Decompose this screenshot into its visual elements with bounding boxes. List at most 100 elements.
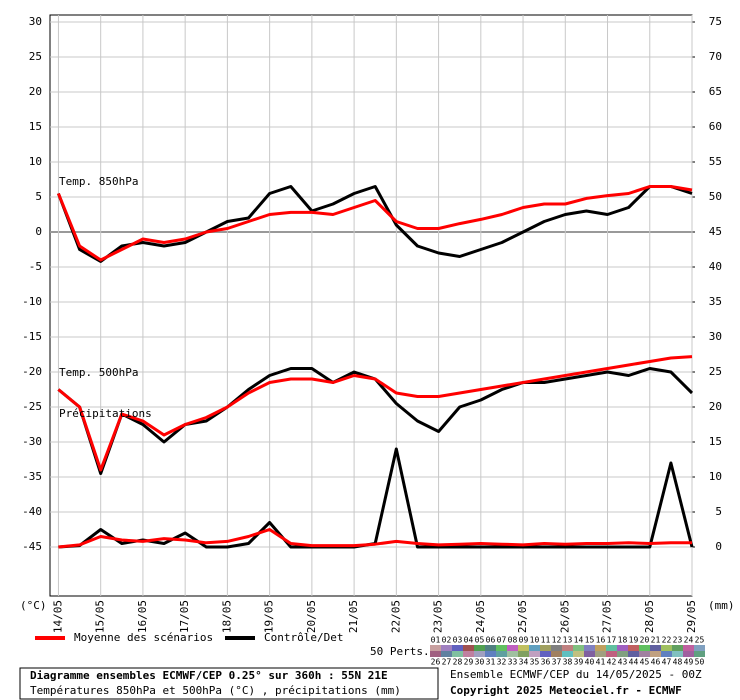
x-tick-label: 21/05 bbox=[347, 600, 360, 633]
pert-id: 24 bbox=[684, 636, 694, 645]
pert-swatch bbox=[529, 645, 540, 651]
pert-id: 14 bbox=[574, 636, 584, 645]
y-tick-label: -40 bbox=[22, 505, 42, 518]
pert-id: 40 bbox=[585, 658, 595, 667]
y-tick-label: -45 bbox=[22, 540, 42, 553]
control-line bbox=[56, 185, 693, 263]
pert-id: 34 bbox=[519, 658, 529, 667]
pert-id: 06 bbox=[486, 636, 496, 645]
x-tick-label: 28/05 bbox=[643, 600, 656, 633]
pert-swatch bbox=[639, 651, 650, 657]
pert-swatch bbox=[573, 651, 584, 657]
y-tick-label: -5 bbox=[29, 260, 42, 273]
x-tick-label: 29/05 bbox=[685, 600, 698, 633]
x-tick-label: 24/05 bbox=[474, 600, 487, 633]
pert-swatch bbox=[551, 645, 562, 651]
pert-id: 03 bbox=[453, 636, 463, 645]
footer-run: Ensemble ECMWF/CEP du 14/05/2025 - 00Z bbox=[450, 668, 702, 681]
y-tick-label: 20 bbox=[29, 85, 42, 98]
footer-subtitle: Températures 850hPa et 500hPa (°C) , pré… bbox=[30, 684, 401, 697]
pert-id: 43 bbox=[618, 658, 628, 667]
pert-id: 48 bbox=[673, 658, 683, 667]
y2-tick-label: 40 bbox=[709, 260, 722, 273]
y2-tick-label: 70 bbox=[709, 50, 722, 63]
y-tick-label: 10 bbox=[29, 155, 42, 168]
pert-swatch bbox=[595, 651, 606, 657]
footer-title: Diagramme ensembles ECMWF/CEP 0.25° sur … bbox=[30, 669, 388, 682]
x-tick-label: 15/05 bbox=[94, 600, 107, 633]
pert-swatch bbox=[485, 645, 496, 651]
y2-tick-label: 60 bbox=[709, 120, 722, 133]
pert-swatch bbox=[606, 645, 617, 651]
pert-swatch bbox=[683, 645, 694, 651]
x-tick-label: 26/05 bbox=[558, 600, 571, 633]
pert-id: 08 bbox=[508, 636, 518, 645]
legend-label: Contrôle/Det bbox=[264, 631, 343, 644]
pert-swatch bbox=[694, 651, 705, 657]
y-tick-label: 30 bbox=[29, 15, 42, 28]
pert-id: 02 bbox=[442, 636, 452, 645]
pert-swatch bbox=[661, 651, 672, 657]
pert-id: 44 bbox=[629, 658, 639, 667]
pert-swatch bbox=[485, 651, 496, 657]
pert-id: 36 bbox=[541, 658, 551, 667]
pert-swatch bbox=[452, 651, 463, 657]
pert-id: 05 bbox=[475, 636, 485, 645]
pert-id: 07 bbox=[497, 636, 507, 645]
pert-id: 19 bbox=[629, 636, 639, 645]
pert-id: 10 bbox=[530, 636, 540, 645]
pert-id: 28 bbox=[453, 658, 463, 667]
pert-id: 25 bbox=[695, 636, 705, 645]
pert-swatch bbox=[529, 651, 540, 657]
pert-swatch bbox=[430, 645, 441, 651]
pert-id: 11 bbox=[541, 636, 551, 645]
y-axis-label: (°C) bbox=[20, 599, 47, 612]
pert-swatch bbox=[474, 645, 485, 651]
pert-swatch bbox=[573, 645, 584, 651]
y-tick-label: 15 bbox=[29, 120, 42, 133]
pert-swatch bbox=[628, 651, 639, 657]
panel-label: Temp. 500hPa bbox=[59, 366, 138, 379]
pert-swatch bbox=[672, 651, 683, 657]
pert-id: 18 bbox=[618, 636, 628, 645]
pert-id: 49 bbox=[684, 658, 694, 667]
pert-swatch bbox=[617, 645, 628, 651]
pert-swatch bbox=[617, 651, 628, 657]
pert-swatch bbox=[452, 645, 463, 651]
pert-id: 01 bbox=[431, 636, 441, 645]
x-tick-label: 25/05 bbox=[516, 600, 529, 633]
pert-swatch bbox=[628, 645, 639, 651]
pert-id: 26 bbox=[431, 658, 441, 667]
pert-id: 39 bbox=[574, 658, 584, 667]
x-tick-label: 17/05 bbox=[178, 600, 191, 633]
pert-swatch bbox=[430, 651, 441, 657]
y-tick-label: 5 bbox=[35, 190, 42, 203]
perts-label: 50 Perts. bbox=[370, 645, 430, 658]
pert-id: 33 bbox=[508, 658, 518, 667]
y-tick-label: -25 bbox=[22, 400, 42, 413]
mean-line bbox=[57, 185, 693, 262]
plot-frame bbox=[49, 14, 693, 597]
pert-swatch bbox=[683, 651, 694, 657]
pert-swatch bbox=[650, 651, 661, 657]
pert-id: 50 bbox=[695, 658, 705, 667]
y-tick-label: -30 bbox=[22, 435, 42, 448]
pert-id: 42 bbox=[607, 658, 617, 667]
pert-swatch bbox=[661, 645, 672, 651]
pert-swatch bbox=[518, 651, 529, 657]
pert-id: 15 bbox=[585, 636, 595, 645]
y2-tick-label: 20 bbox=[709, 400, 722, 413]
pert-swatch bbox=[463, 645, 474, 651]
pert-swatch bbox=[606, 651, 617, 657]
footer-box bbox=[19, 667, 439, 700]
pert-id: 35 bbox=[530, 658, 540, 667]
y-tick-label: 25 bbox=[29, 50, 42, 63]
pert-swatch bbox=[540, 651, 551, 657]
y2-tick-label: 50 bbox=[709, 190, 722, 203]
mean-line bbox=[57, 355, 693, 472]
y2-tick-label: 35 bbox=[709, 295, 722, 308]
y2-tick-label: 30 bbox=[709, 330, 722, 343]
pert-swatch bbox=[694, 645, 705, 651]
pert-swatch bbox=[441, 651, 452, 657]
pert-id: 30 bbox=[475, 658, 485, 667]
